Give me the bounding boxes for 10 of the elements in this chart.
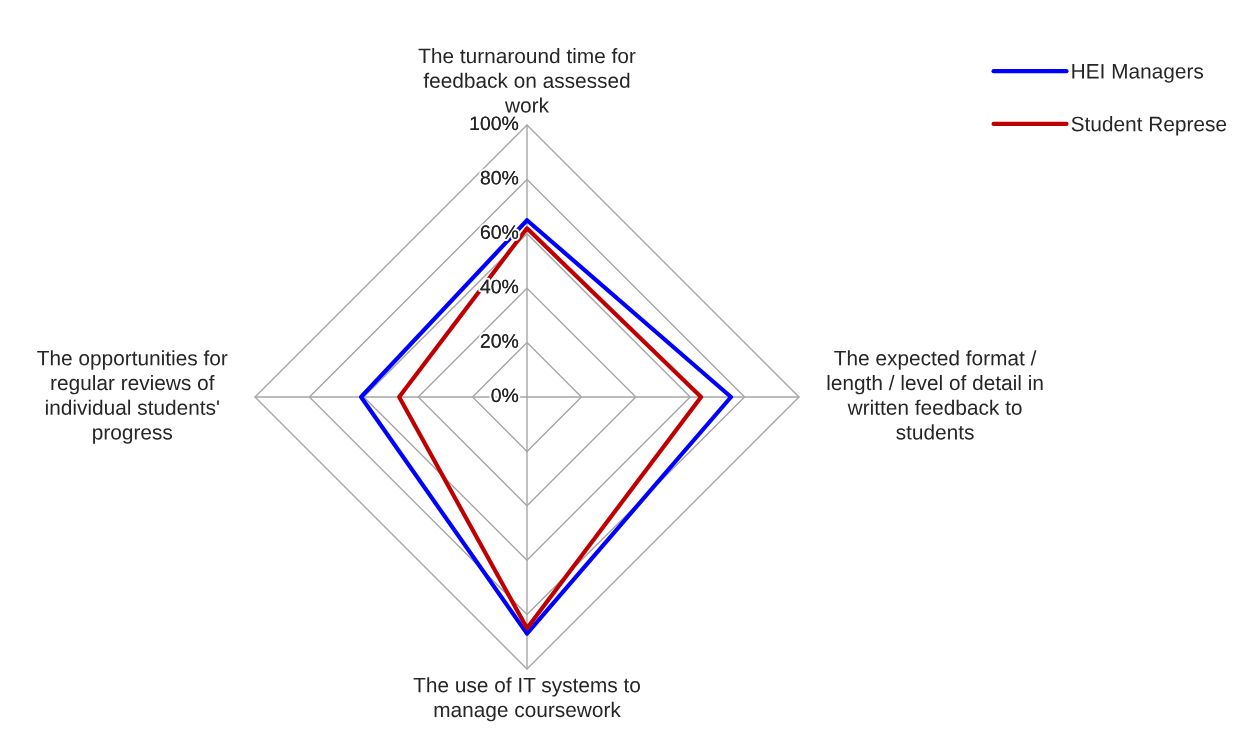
spoke-label: The expected format / length / level of detail in written feedback to students [827, 350, 1043, 440]
y-tick-label: 0% [491, 388, 519, 403]
y-tick-label: 80% [480, 170, 519, 185]
y-tick-label: 100% [470, 116, 519, 131]
legend-label: Student Represe [1071, 116, 1227, 136]
legend-label: HEI Managers [1072, 64, 1204, 83]
spoke-label: The use of IT systems to manage coursework [413, 677, 640, 722]
spoke-label: The opportunities for regular reviews of individual students' progress [37, 350, 228, 444]
spoke-label: The turnaround time for feedback on assessed work [418, 48, 636, 113]
y-tick-label: 20% [480, 334, 519, 348]
